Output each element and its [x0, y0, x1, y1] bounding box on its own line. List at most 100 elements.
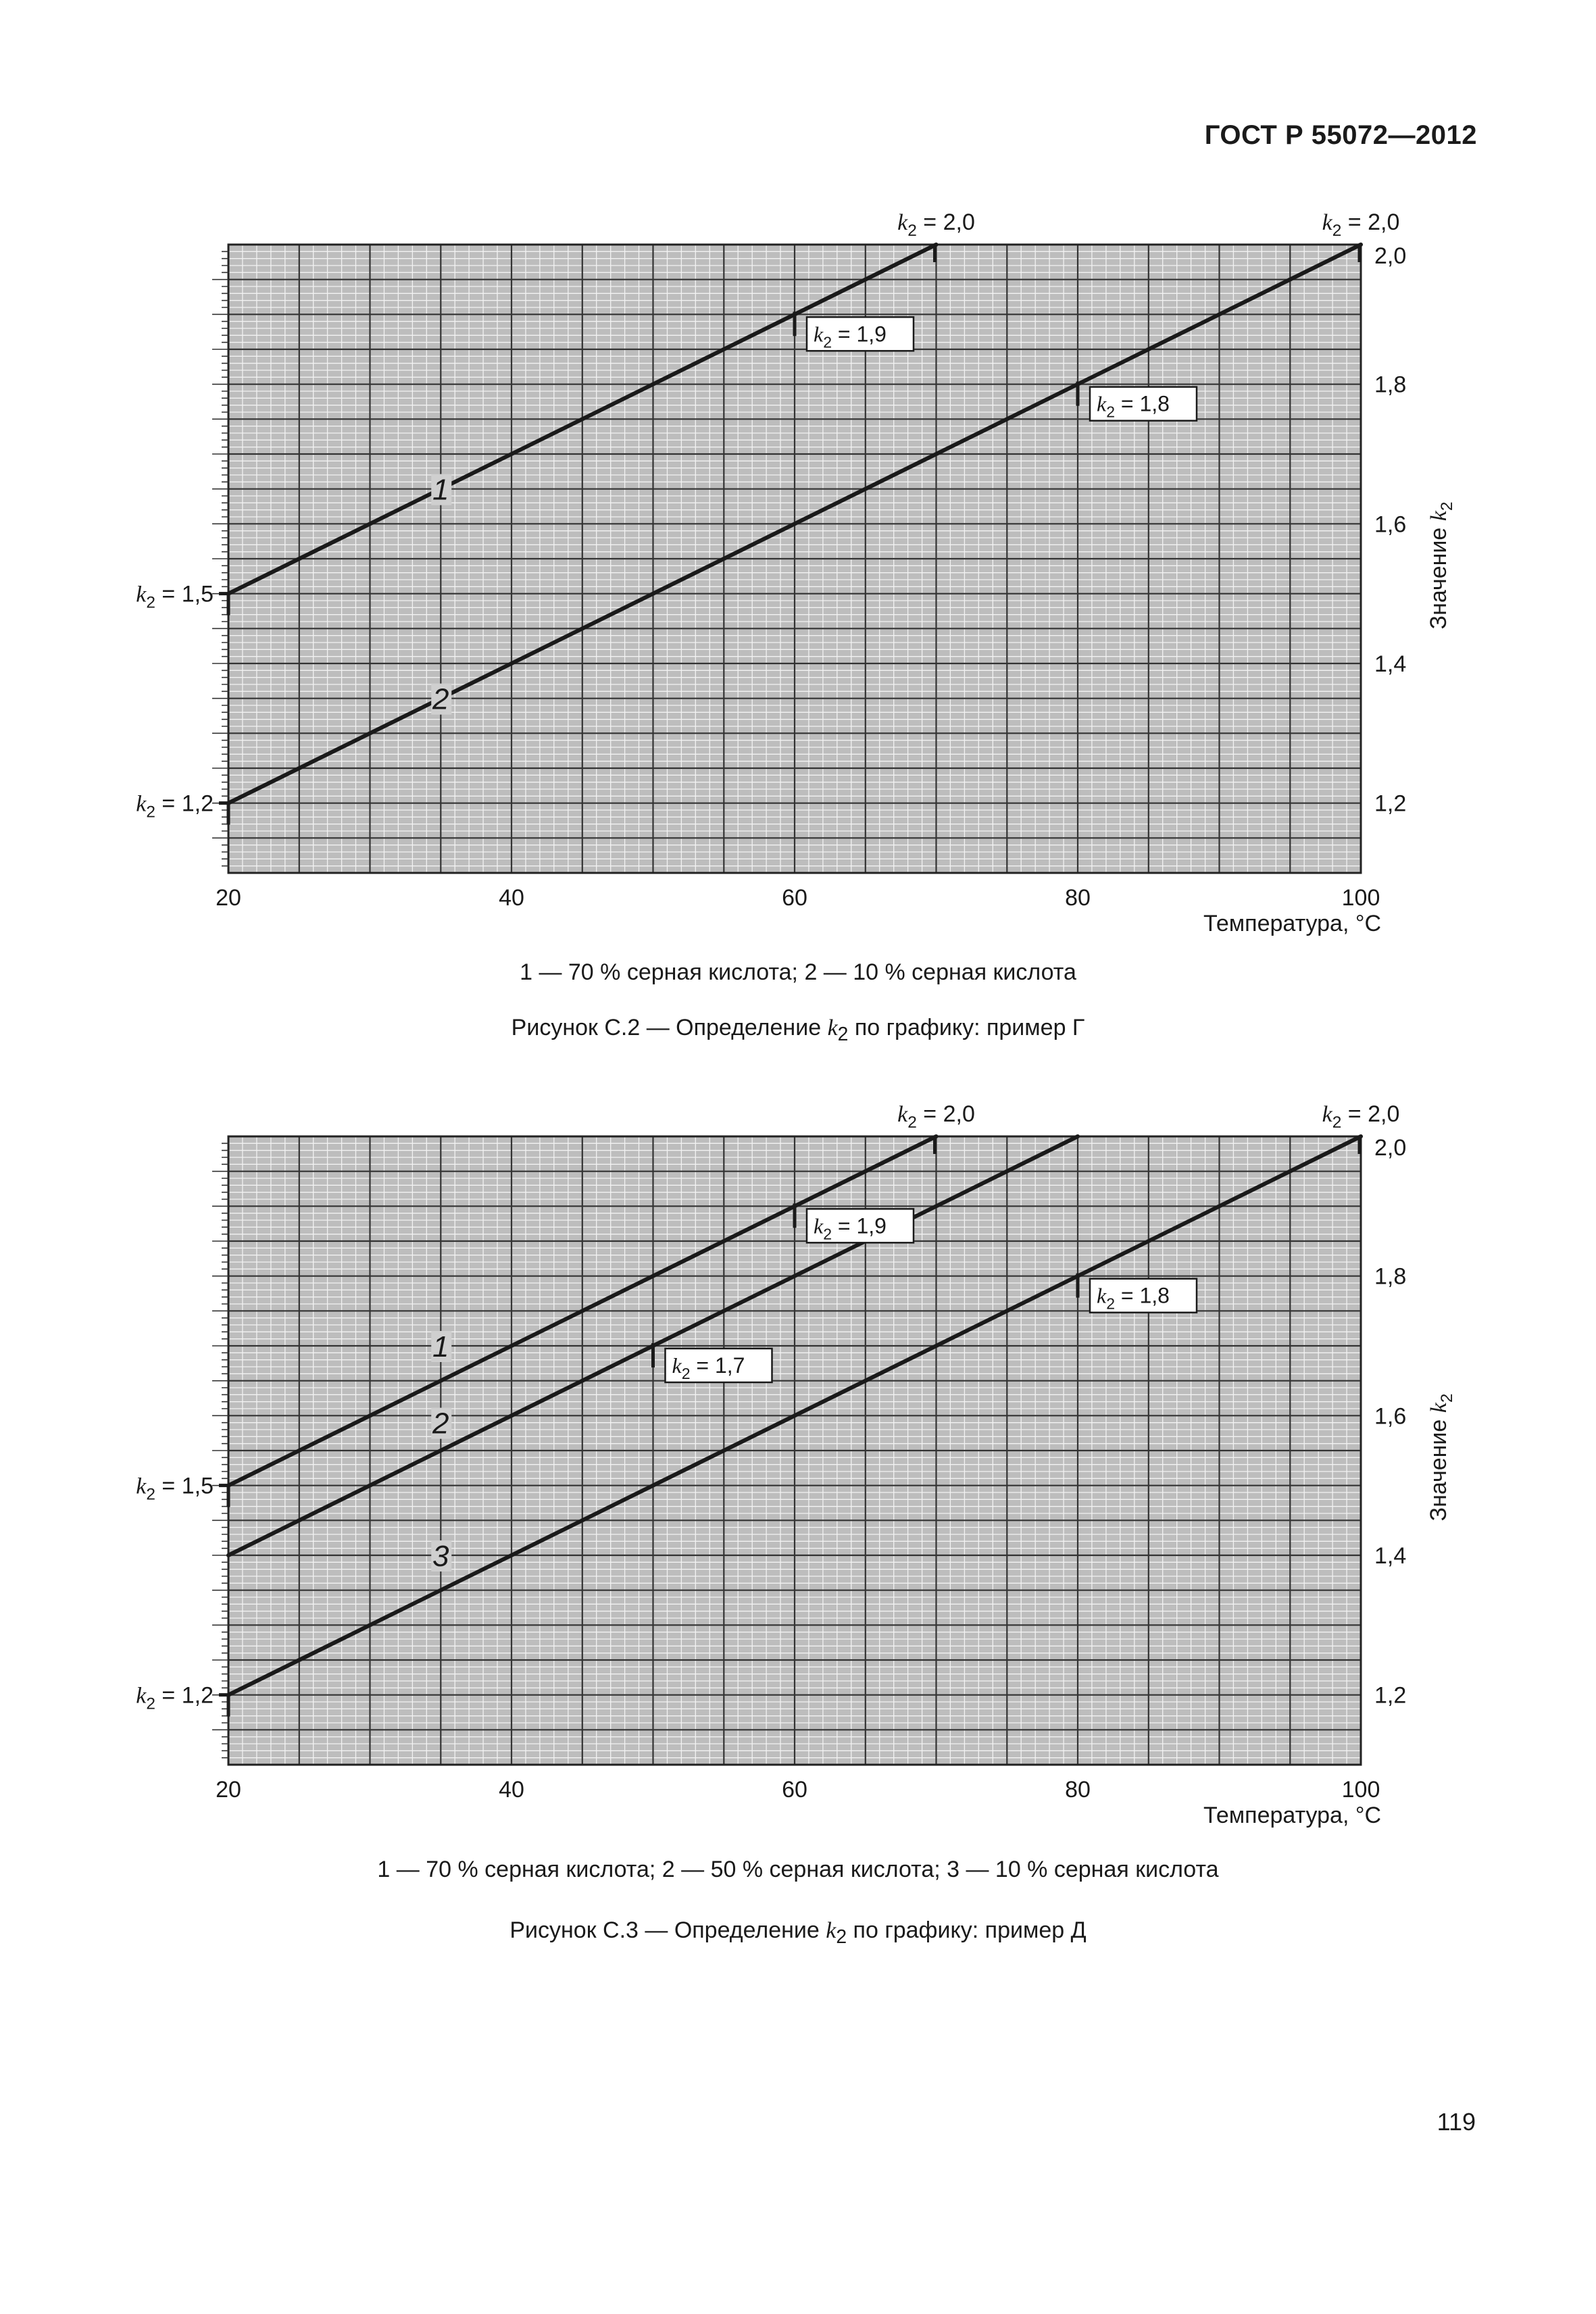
- plot-area: [212, 1135, 1362, 1766]
- subscript: 2: [146, 803, 155, 822]
- annotation-label: k2 = 2,0: [1322, 1101, 1400, 1132]
- value: = 2,0: [917, 209, 975, 235]
- figure-c3: 20 40 60 80 100 1,2 1,4 1,6 1,8 2,0 Температура, °…: [0, 1081, 1596, 1959]
- series-label: 1: [432, 1330, 449, 1363]
- subscript: 2: [907, 222, 917, 240]
- x-tick-label: 80: [1065, 1777, 1091, 1803]
- series-label-background: [431, 1540, 452, 1571]
- figure-legend: 1 — 70 % серная кислота; 2 — 10 % серная…: [520, 959, 1076, 985]
- y-tick-label: 1,8: [1374, 372, 1406, 398]
- y-tick-label: 1,8: [1374, 1264, 1406, 1290]
- symbol: k: [1322, 1102, 1333, 1127]
- annotation-box: [1089, 386, 1198, 422]
- subscript: 2: [1438, 1394, 1456, 1403]
- y-axis-label: Значение k2: [1426, 502, 1456, 630]
- symbol: k: [1426, 510, 1451, 521]
- x-axis-label: Температура, °С: [1203, 1803, 1381, 1828]
- value: = 1,5: [155, 1474, 214, 1499]
- caption-text: по графику: пример Д: [847, 1917, 1087, 1943]
- value: = 1,9: [832, 1213, 887, 1238]
- symbol: k: [1322, 210, 1333, 235]
- annotation-tick: [219, 801, 230, 825]
- figure-caption: Рисунок С.2 — Определение k2 по графику:…: [0, 1015, 1596, 1046]
- subscript: 2: [1106, 403, 1115, 421]
- value: = 2,0: [917, 1101, 975, 1127]
- annotation-tick: [219, 1693, 230, 1717]
- annotation-label: k2 = 1,5: [136, 1474, 214, 1504]
- subscript: 2: [146, 1695, 155, 1713]
- series-line: [226, 243, 939, 596]
- x-tick-label: 60: [782, 885, 807, 911]
- figure-caption: Рисунок С.3 — Определение k2 по графику:…: [0, 1917, 1596, 1948]
- annotation-tick: [219, 592, 230, 615]
- symbol: k: [897, 210, 908, 235]
- y-tick-label: 1,4: [1374, 1543, 1406, 1569]
- subscript: 2: [682, 1365, 691, 1382]
- annotation-box: [1089, 1278, 1198, 1313]
- chart-c2: 20 40 60 80 100 1,2 1,4 1,6 1,8 2,0 Температура, °…: [136, 209, 1456, 936]
- y-axis-label: Значение k2: [1426, 1394, 1456, 1521]
- caption-subscript: 2: [837, 1023, 849, 1045]
- annotation-label: k2 = 1,5: [136, 582, 214, 612]
- caption-text: Рисунок С.2 — Определение: [511, 1015, 828, 1040]
- series-label-background: [431, 1331, 452, 1362]
- y-tick-label: 2,0: [1374, 1135, 1406, 1161]
- annotation-label: k2 = 1,7: [672, 1353, 745, 1382]
- x-tick-label: 40: [499, 885, 524, 911]
- annotation-label: k2 = 2,0: [1322, 209, 1400, 240]
- series-label: 2: [432, 683, 449, 716]
- figure-legend: 1 — 70 % серная кислота; 2 — 50 % серная…: [377, 1857, 1219, 1882]
- x-tick-label: 40: [499, 1777, 524, 1803]
- figure-c2: 20 40 60 80 100 1,2 1,4 1,6 1,8 2,0 Температура, °…: [0, 189, 1596, 1045]
- x-tick-label: 20: [216, 1777, 241, 1803]
- subscript: 2: [823, 1225, 832, 1242]
- value: = 2,0: [1341, 209, 1399, 235]
- symbol: k: [1426, 1402, 1451, 1413]
- x-tick-label: 80: [1065, 885, 1091, 911]
- annotation-box: [805, 1208, 915, 1244]
- y-tick-marks: [212, 251, 228, 867]
- subscript: 2: [1438, 502, 1456, 511]
- caption-text: по графику: пример Г: [848, 1015, 1085, 1040]
- symbol: k: [136, 1684, 147, 1709]
- value: = 1,5: [155, 582, 214, 607]
- y-tick-label: 1,6: [1374, 1403, 1406, 1429]
- y-tick-label: 1,6: [1374, 511, 1406, 537]
- annotation-label: k2 = 1,2: [136, 791, 214, 822]
- y-tick-label: 1,2: [1374, 791, 1406, 817]
- series-label-background: [431, 1407, 452, 1439]
- caption-symbol: k: [826, 1918, 837, 1943]
- value: = 2,0: [1341, 1101, 1399, 1127]
- subscript: 2: [1106, 1295, 1115, 1313]
- annotation-label: k2 = 1,9: [814, 322, 887, 351]
- series-label-background: [431, 474, 452, 505]
- annotation-label: k2 = 2,0: [897, 1101, 975, 1132]
- value: = 1,2: [155, 791, 214, 817]
- subscript: 2: [1332, 222, 1342, 240]
- subscript: 2: [823, 333, 832, 351]
- caption-text: Рисунок С.3 — Определение: [509, 1917, 826, 1943]
- y-tick-label: 1,2: [1374, 1683, 1406, 1709]
- series-line: [226, 1134, 939, 1488]
- annotation-tick: [219, 1484, 230, 1507]
- y-axis-label-text: Значение: [1426, 1413, 1451, 1521]
- symbol: k: [136, 582, 147, 607]
- symbol: k: [1097, 392, 1107, 416]
- series-line: [226, 243, 1363, 805]
- value: = 1,8: [1115, 392, 1170, 416]
- caption-subscript: 2: [836, 1926, 847, 1948]
- value: = 1,7: [691, 1353, 745, 1378]
- x-tick-label: 20: [216, 885, 241, 911]
- series-label-background: [431, 683, 452, 715]
- chart-c3: 20 40 60 80 100 1,2 1,4 1,6 1,8 2,0 Температура, °…: [136, 1101, 1456, 1828]
- subscript: 2: [1332, 1113, 1342, 1132]
- document-header: ГОСТ Р 55072—2012: [1204, 120, 1477, 150]
- annotation-label: k2 = 2,0: [897, 209, 975, 240]
- series-line: [226, 1134, 1363, 1697]
- symbol: k: [897, 1102, 908, 1127]
- x-tick-label: 100: [1342, 1777, 1380, 1803]
- y-axis-label-text: Значение: [1426, 521, 1451, 629]
- series-label: 1: [432, 474, 449, 507]
- value: = 1,8: [1115, 1284, 1170, 1308]
- x-axis-label: Температура, °С: [1203, 911, 1381, 936]
